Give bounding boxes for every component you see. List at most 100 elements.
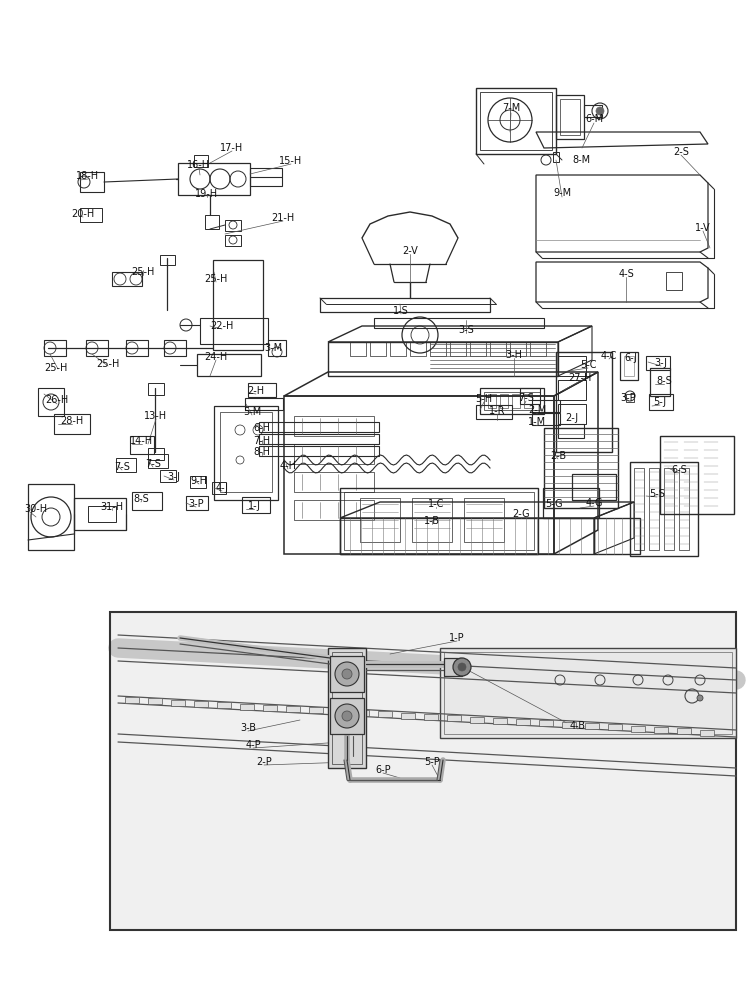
Bar xyxy=(512,394,520,408)
Text: 21-H: 21-H xyxy=(271,213,295,223)
Bar xyxy=(80,172,104,192)
Text: 6-P: 6-P xyxy=(375,765,391,775)
Text: 9-H: 9-H xyxy=(190,476,208,486)
Bar xyxy=(328,342,558,376)
Bar xyxy=(186,496,208,510)
Bar xyxy=(194,701,208,707)
Text: 16-H: 16-H xyxy=(187,160,211,170)
Text: 25-H: 25-H xyxy=(44,363,68,373)
Bar xyxy=(410,342,426,356)
Bar xyxy=(634,468,644,550)
Bar xyxy=(217,702,231,708)
Bar xyxy=(664,468,674,550)
Bar xyxy=(330,698,364,734)
Bar xyxy=(259,446,379,456)
Bar xyxy=(225,220,241,231)
Bar xyxy=(340,488,538,554)
Text: 27-H: 27-H xyxy=(569,373,592,383)
Circle shape xyxy=(342,711,352,721)
Bar xyxy=(213,260,263,350)
Bar xyxy=(130,436,154,454)
Text: 3-H: 3-H xyxy=(505,350,523,360)
Bar xyxy=(284,396,554,554)
Bar xyxy=(259,422,379,432)
Text: 28-H: 28-H xyxy=(60,416,83,426)
Text: 1-S: 1-S xyxy=(393,306,409,316)
Text: 4-S: 4-S xyxy=(618,269,634,279)
Bar xyxy=(440,648,736,738)
Text: 6-M: 6-M xyxy=(585,114,603,124)
Bar xyxy=(480,388,544,414)
Text: 3-B: 3-B xyxy=(240,723,256,733)
Text: 6-J: 6-J xyxy=(624,353,638,363)
Bar xyxy=(553,152,559,162)
Text: 4-B: 4-B xyxy=(570,721,586,731)
Circle shape xyxy=(335,704,359,728)
Bar xyxy=(556,352,612,452)
Bar xyxy=(160,470,176,482)
Text: 8-S: 8-S xyxy=(656,376,672,386)
Text: 8-S: 8-S xyxy=(133,494,149,504)
Bar xyxy=(294,444,374,464)
Bar xyxy=(594,518,640,554)
Text: 18-H: 18-H xyxy=(77,171,99,181)
Bar xyxy=(74,498,126,530)
Bar xyxy=(444,658,462,676)
Text: 4-P: 4-P xyxy=(245,740,261,750)
Bar xyxy=(355,710,369,716)
Text: 3-M: 3-M xyxy=(264,343,282,353)
Bar xyxy=(148,454,168,468)
Text: 7-M: 7-M xyxy=(502,103,520,113)
Bar xyxy=(294,416,374,436)
Bar xyxy=(470,342,486,356)
Bar xyxy=(294,500,374,520)
Bar xyxy=(666,272,682,290)
Bar xyxy=(464,498,504,542)
Bar xyxy=(430,342,446,356)
Bar xyxy=(532,413,560,425)
Bar xyxy=(679,468,689,550)
Text: 1-P: 1-P xyxy=(449,633,465,643)
Bar xyxy=(539,720,553,726)
Bar xyxy=(447,715,461,721)
Bar xyxy=(649,394,673,410)
Bar xyxy=(585,723,599,729)
Bar xyxy=(631,726,645,732)
Bar xyxy=(194,155,208,167)
Bar xyxy=(220,412,272,492)
Bar xyxy=(86,340,108,356)
Bar xyxy=(330,656,364,692)
Text: 3-J: 3-J xyxy=(168,472,180,482)
Text: 3-J: 3-J xyxy=(654,358,668,368)
Text: 3-P: 3-P xyxy=(188,499,204,509)
Text: 4-C: 4-C xyxy=(601,351,617,361)
Text: 5-S: 5-S xyxy=(649,489,665,499)
Circle shape xyxy=(458,663,466,671)
Bar xyxy=(240,704,254,710)
Text: 17-H: 17-H xyxy=(220,143,244,153)
Text: 1-V: 1-V xyxy=(695,223,711,233)
Text: 5-P: 5-P xyxy=(424,757,440,767)
Bar xyxy=(558,356,586,376)
Text: 3-S: 3-S xyxy=(458,325,474,335)
Bar xyxy=(132,492,162,510)
Bar xyxy=(309,707,323,713)
Text: 1-C: 1-C xyxy=(428,499,444,509)
Bar xyxy=(148,448,164,460)
Text: 15-H: 15-H xyxy=(280,156,302,166)
Bar xyxy=(620,352,638,380)
Text: 5-H: 5-H xyxy=(475,394,493,404)
Bar xyxy=(524,394,532,408)
Bar xyxy=(412,498,452,542)
Circle shape xyxy=(453,658,471,676)
Bar xyxy=(200,318,268,344)
Bar xyxy=(332,652,362,764)
Bar xyxy=(646,356,670,370)
Text: 8-H: 8-H xyxy=(253,447,271,457)
Bar xyxy=(190,476,206,488)
Text: 24-H: 24-H xyxy=(205,352,228,362)
Bar xyxy=(562,722,576,728)
Bar xyxy=(484,392,540,410)
Bar xyxy=(520,388,540,404)
Bar xyxy=(332,709,346,715)
